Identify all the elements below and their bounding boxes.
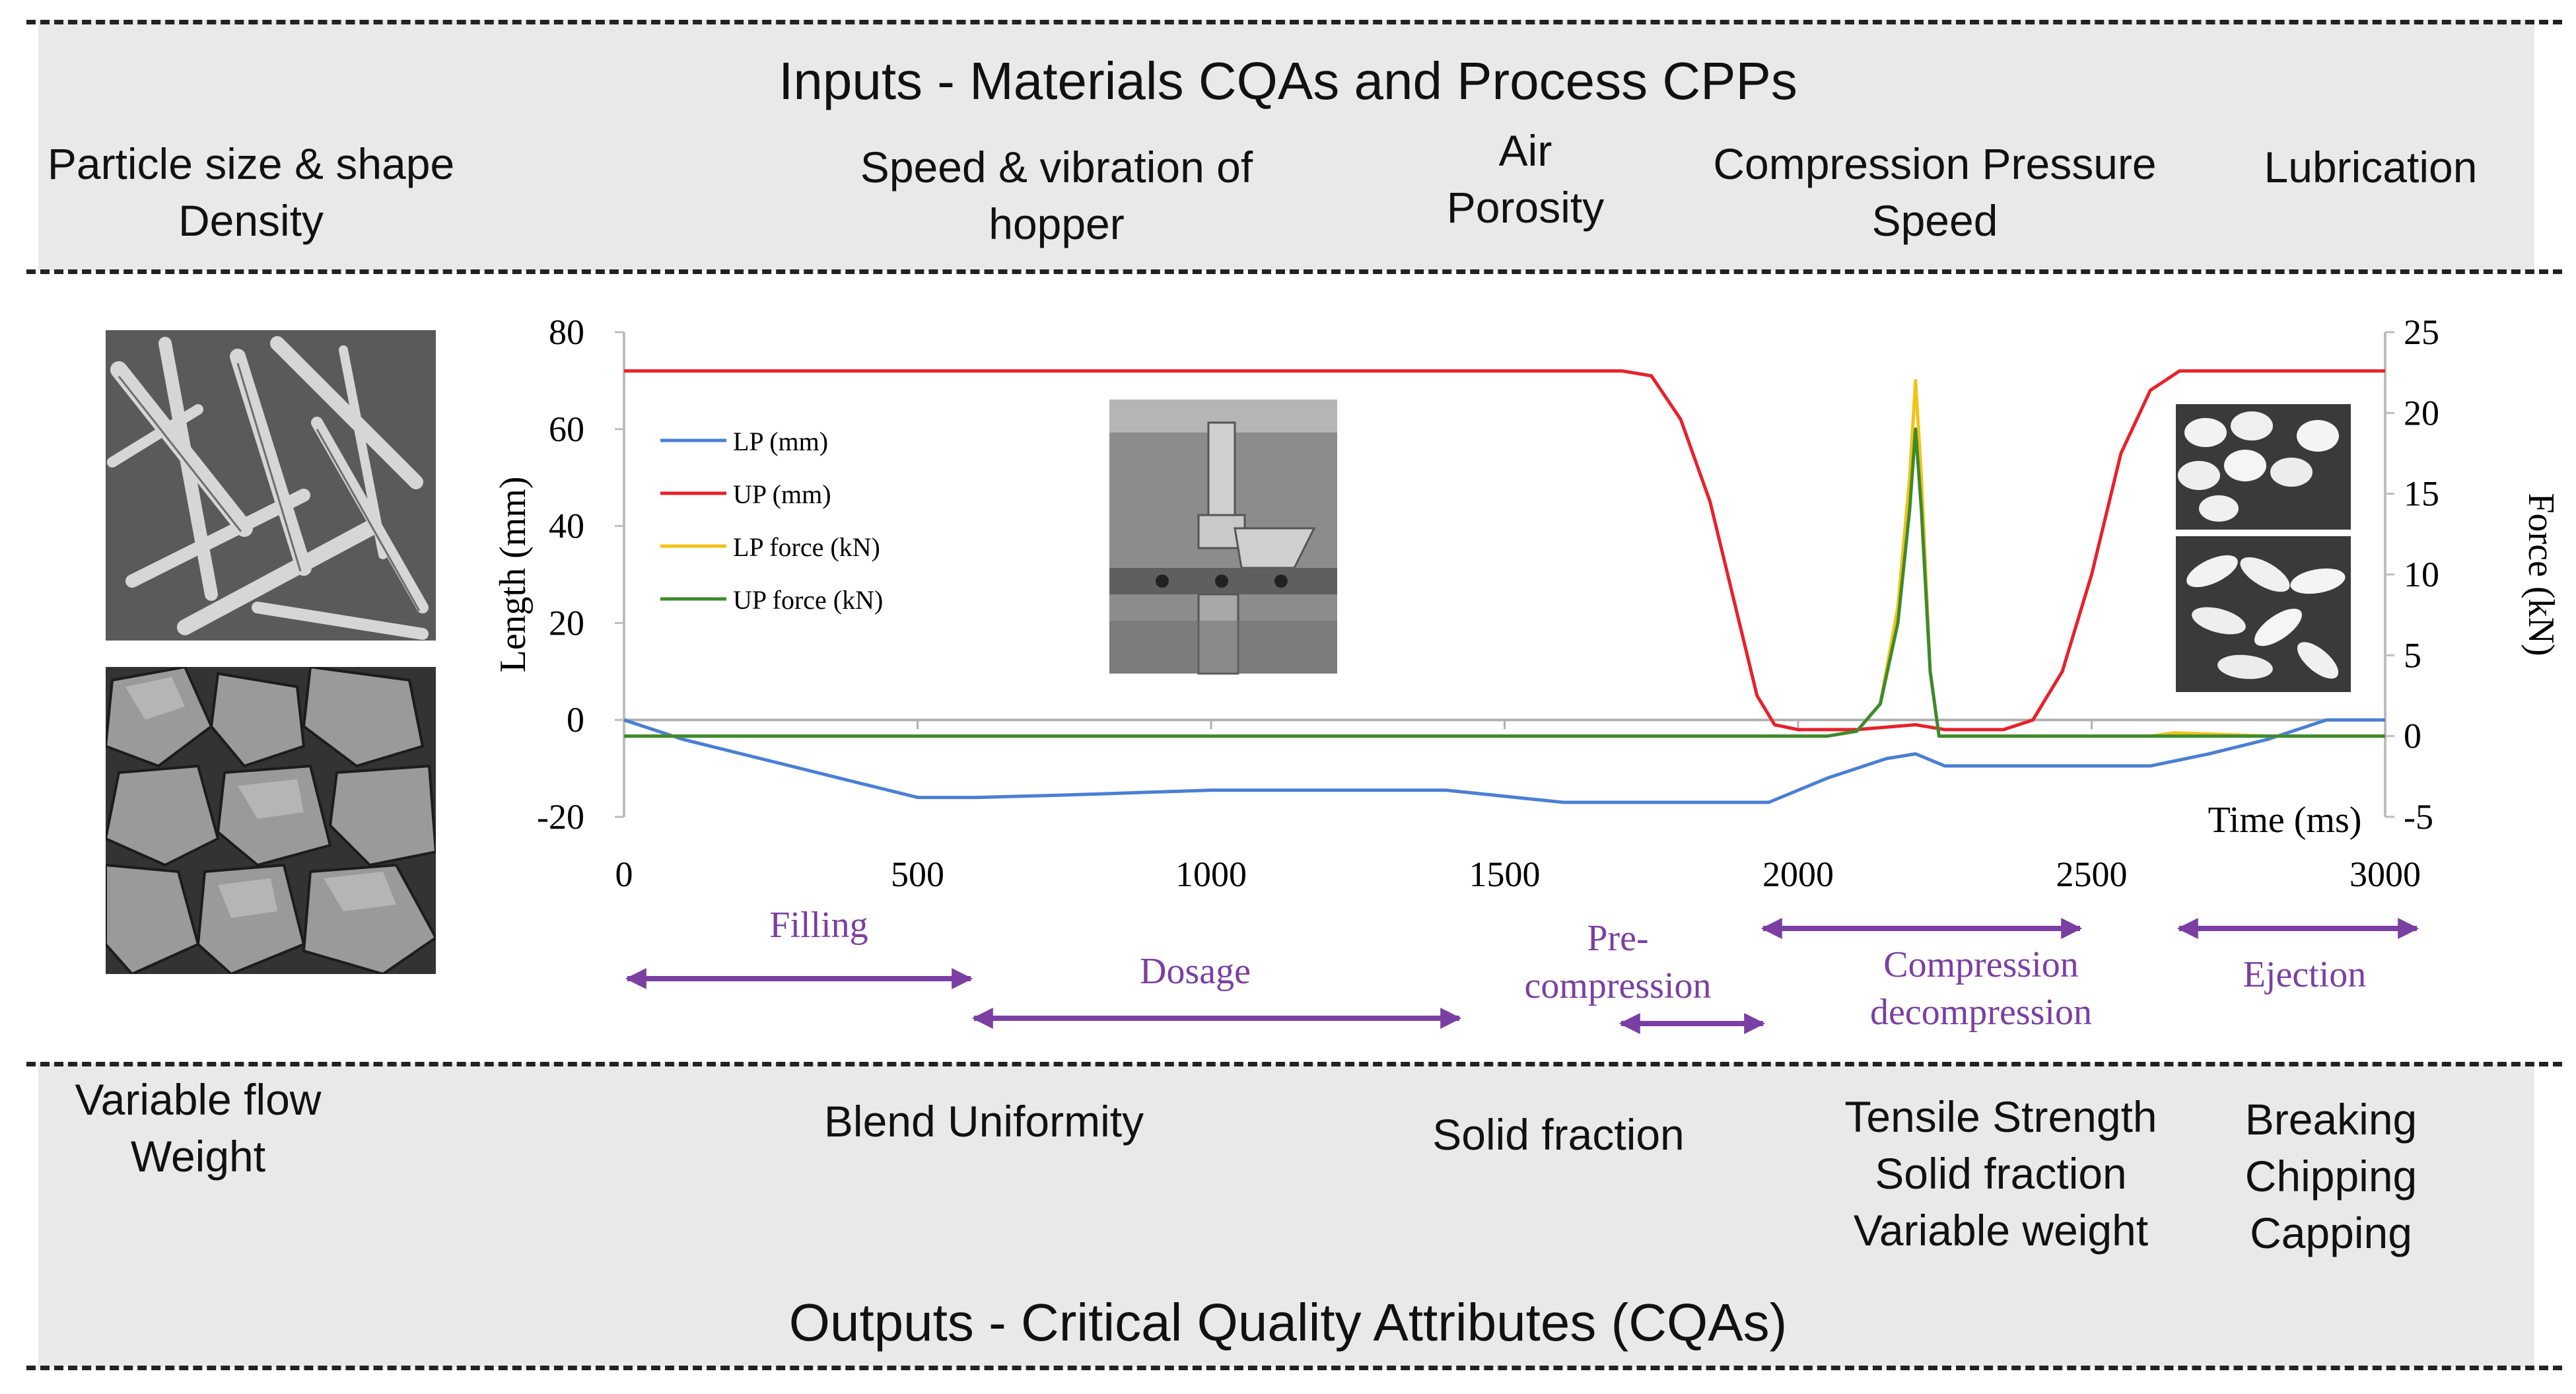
y2-tick-label: 5 (2404, 635, 2421, 675)
legend-label-lp: LP (mm) (733, 427, 828, 456)
oblong-tablets-photo (2176, 536, 2351, 692)
sem-granules-photo (106, 667, 436, 974)
y-axis-label: Length (mm) (493, 476, 534, 672)
y2-tick-label: 20 (2404, 393, 2439, 433)
x-tick-label: 1000 (1175, 854, 1247, 894)
output-flow-weight: Variable flow Weight (75, 1075, 322, 1181)
legend-label-lp-force: LP force (kN) (733, 532, 880, 562)
input-lubrication: Lubrication (2264, 143, 2478, 192)
y-tick-label: 60 (549, 409, 584, 449)
input-particle-size: Particle size & shape Density (47, 139, 455, 245)
phase-precompression: Pre- compression (1524, 918, 1712, 1006)
y-tick-label: 0 (567, 700, 584, 740)
series-up-line (624, 369, 2385, 732)
outputs-band (38, 1063, 2534, 1367)
y2-tick-label: 10 (2404, 555, 2439, 594)
inputs-title: Inputs - Materials CQAs and Process CPPs (779, 52, 1797, 110)
series-up-force-line (624, 427, 2385, 738)
y2-axis-label: Force (kN) (2521, 493, 2561, 656)
top-dashed-line (26, 20, 2562, 24)
round-tablets-photo (2176, 404, 2351, 530)
outputs-title: Outputs - Critical Quality Attributes (C… (788, 1293, 1788, 1352)
series-lp-force-line (624, 378, 2385, 738)
phase-ejection: Ejection (2243, 954, 2367, 995)
y2-tick-label: 25 (2404, 312, 2439, 352)
outputs-divider-dashed-line (26, 1062, 2562, 1066)
input-air-porosity: Air Porosity (1446, 126, 1605, 232)
input-compression: Compression Pressure Speed (1713, 139, 2157, 245)
legend-label-up: UP (mm) (733, 479, 831, 509)
y-tick-label: 20 (549, 603, 584, 643)
output-breaking: Breaking Chipping Capping (2245, 1095, 2418, 1257)
phase-filling: Filling (769, 905, 868, 946)
y-tick-label: -20 (537, 797, 584, 837)
x-axis-label: Time (ms) (2208, 800, 2362, 841)
output-tensile-strength: Tensile Strength Solid fraction Variable… (1844, 1092, 2157, 1255)
phase-dosage: Dosage (1140, 951, 1251, 992)
y2-tick-label: 0 (2404, 716, 2421, 756)
bottom-dashed-line (26, 1366, 2562, 1370)
inputs-divider-dashed-line (26, 269, 2562, 274)
x-tick-label: 2500 (2056, 854, 2128, 894)
output-blend-uniformity: Blend Uniformity (823, 1097, 1144, 1146)
x-tick-label: 3000 (2350, 854, 2421, 894)
y2-tick-label: -5 (2404, 797, 2433, 837)
y-tick-label: 40 (549, 506, 584, 546)
x-tick-label: 0 (615, 854, 633, 894)
input-hopper-speed: Speed & vibration of hopper (860, 143, 1253, 248)
legend-label-up-force: UP force (kN) (733, 585, 883, 615)
inputs-band (38, 20, 2534, 271)
output-solid-fraction: Solid fraction (1432, 1110, 1685, 1159)
y-tick-label: 80 (549, 312, 584, 352)
x-tick-label: 1500 (1469, 854, 1541, 894)
y2-tick-label: 15 (2404, 474, 2439, 514)
x-tick-label: 2000 (1762, 854, 1834, 894)
tablet-press-photo (1109, 400, 1337, 675)
series-lp-line (623, 718, 2385, 804)
sem-needles-photo (106, 330, 436, 641)
chart-legend: LP (mm) UP (mm) LP force (kN) UP force (… (660, 427, 883, 615)
phase-compression: Compression decompression (1870, 944, 2092, 1033)
x-tick-label: 500 (891, 854, 944, 894)
